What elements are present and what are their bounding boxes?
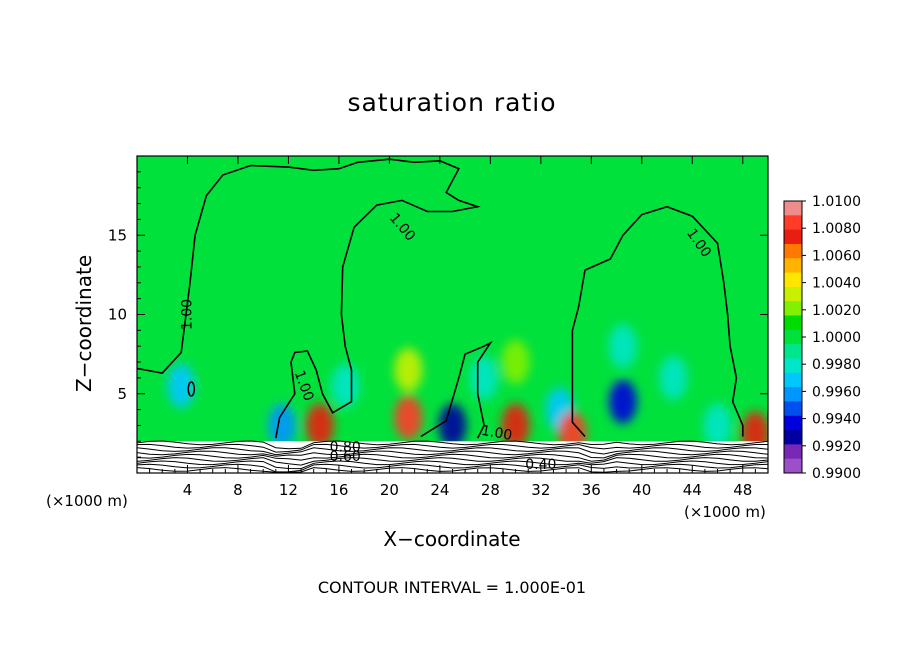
field-feature-14	[659, 355, 688, 400]
colorbar-tick-label: 1.0040	[812, 276, 861, 292]
x-tick-label: 12	[279, 481, 298, 499]
contour-line-0	[137, 158, 481, 439]
colorbar-swatch	[784, 315, 802, 331]
colorbar-swatch	[784, 401, 802, 417]
colorbar-tick-label: 1.0060	[812, 248, 861, 264]
colorbar-tick-label: 1.0080	[812, 221, 861, 237]
contour-loop	[187, 381, 196, 397]
field-feature-6	[438, 403, 467, 448]
y-tick-label: 15	[108, 226, 127, 244]
colorbar-swatch	[784, 258, 802, 274]
x-tick-label: 32	[531, 481, 550, 499]
colorbar-swatch	[784, 387, 802, 402]
contour-interval-note: CONTOUR INTERVAL = 1.000E-01	[317, 578, 587, 597]
colorbar-swatch	[784, 301, 802, 317]
colorbar-swatch	[784, 458, 802, 474]
colorbar-swatch	[784, 243, 802, 259]
colorbar-swatch	[784, 358, 802, 374]
x-tick-label: 44	[683, 481, 702, 499]
x-unit-label-left: (×1000 m)	[46, 492, 128, 510]
colorbar-swatch	[784, 229, 802, 245]
field-feature-1	[268, 403, 297, 448]
colorbar-tick-label: 0.9980	[812, 357, 861, 373]
colorbar-tick-label: 0.9920	[812, 439, 861, 455]
colorbar-swatch	[784, 272, 802, 288]
ground-contour-line	[137, 453, 768, 462]
contour-label: 0.80	[330, 440, 361, 456]
field-feature-13	[608, 324, 637, 369]
ground-contour-line	[137, 440, 768, 450]
ground-contour-line	[137, 460, 768, 470]
colorbar-swatch	[784, 201, 802, 216]
contour-label: 1.00	[480, 423, 513, 444]
contour-label: 1.00	[179, 299, 195, 330]
colorbar-swatch	[784, 329, 802, 345]
x-tick-label: 28	[481, 481, 500, 499]
ground-contour-line	[137, 457, 768, 466]
ground-contour-line	[137, 443, 768, 453]
contour-label: 0.60	[330, 449, 361, 465]
field-feature-8	[501, 403, 530, 448]
colorbar-tick-label: 0.9940	[812, 412, 861, 428]
x-tick-label: 4	[183, 481, 193, 499]
y-tick-label: 5	[117, 385, 127, 403]
field-feature-7	[470, 355, 499, 400]
x-tick-label: 40	[632, 481, 651, 499]
contour-line-2	[571, 205, 744, 438]
colorbar-tick-label: 0.9960	[812, 384, 861, 400]
x-tick-label: 24	[430, 481, 449, 499]
field-feature-4	[394, 395, 423, 440]
field-feature-5	[394, 347, 423, 392]
x-tick-label: 48	[733, 481, 752, 499]
colorbar-tick-label: 0.9900	[812, 466, 861, 482]
x-tick-label: 36	[582, 481, 601, 499]
colorbar-tick-label: 1.0000	[812, 330, 861, 346]
colorbar-swatch	[784, 415, 802, 431]
field-feature-9	[501, 340, 530, 385]
field-feature-3	[331, 363, 360, 408]
field-features	[167, 324, 768, 456]
x-axis-label: X−coordinate	[383, 527, 521, 551]
colorbar-swatch	[784, 215, 802, 231]
chart-title: saturation ratio	[347, 88, 557, 117]
colorbar-swatch	[784, 344, 802, 359]
colorbar-swatch	[784, 444, 802, 460]
x-tick-label: 20	[380, 481, 399, 499]
contour-line-1	[420, 340, 493, 439]
field-feature-0	[167, 363, 196, 408]
ground-contour-line	[137, 463, 768, 473]
field-feature-15	[703, 403, 732, 448]
ground-contour-line	[137, 450, 768, 459]
y-tick-label: 10	[108, 306, 127, 324]
field-feature-12	[608, 379, 637, 424]
colorbar-swatch	[784, 372, 802, 388]
colorbar-tick-label: 1.0100	[812, 194, 861, 210]
colorbar-swatch	[784, 286, 802, 302]
x-tick-label: 8	[233, 481, 243, 499]
colorbar-tick-label: 1.0020	[812, 303, 861, 319]
field-feature-2	[305, 403, 334, 448]
ground-contour-line	[137, 447, 768, 456]
x-unit-label-right: (×1000 m)	[684, 503, 766, 521]
x-tick-label: 16	[329, 481, 348, 499]
colorbar-swatch	[784, 430, 802, 445]
